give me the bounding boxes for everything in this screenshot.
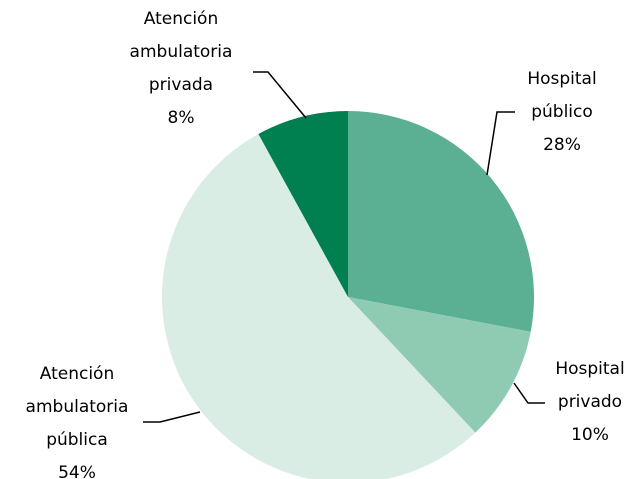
slice-label: Atención ambulatoria pública 54% xyxy=(2,358,152,479)
slice-label: Atención ambulatoria privada 8% xyxy=(106,3,256,135)
pie-slice xyxy=(348,111,534,332)
category-label: Hospital privado xyxy=(555,359,625,412)
category-label: Atención ambulatoria pública xyxy=(25,364,129,450)
value-label: 8% xyxy=(167,108,195,128)
value-label: 28% xyxy=(543,135,581,155)
pie-slice xyxy=(348,297,531,433)
leader-line xyxy=(513,382,545,404)
value-label: 54% xyxy=(58,463,96,479)
category-label: Hospital público xyxy=(527,69,597,122)
category-label: Atención ambulatoria privada xyxy=(129,9,233,95)
pie-slice xyxy=(258,111,348,297)
pie-slice xyxy=(162,134,476,479)
slice-label: Hospital privado 10% xyxy=(515,353,639,452)
leader-line xyxy=(253,71,307,119)
leader-line xyxy=(143,411,201,423)
slice-label: Hospital público 28% xyxy=(487,63,637,162)
leader-line xyxy=(486,111,515,176)
value-label: 10% xyxy=(571,425,609,445)
